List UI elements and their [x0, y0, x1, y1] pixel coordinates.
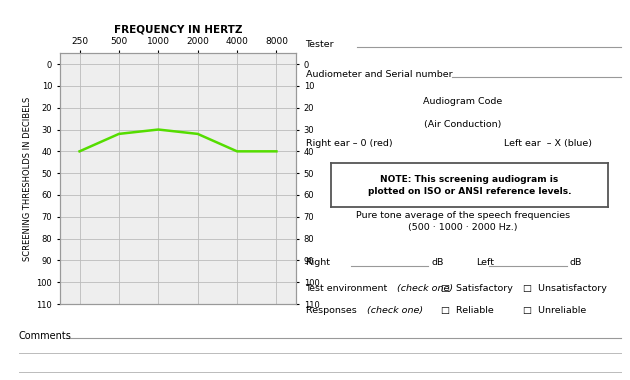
Text: (check one): (check one)	[397, 284, 453, 293]
Text: Right: Right	[306, 258, 331, 268]
Text: □  Unsatisfactory: □ Unsatisfactory	[523, 284, 607, 293]
Text: Pure tone average of the speech frequencies
(500 · 1000 · 2000 Hz.): Pure tone average of the speech frequenc…	[356, 211, 570, 232]
Text: Right ear – 0 (red): Right ear – 0 (red)	[306, 139, 392, 148]
Text: Audiogram Code: Audiogram Code	[423, 97, 503, 106]
Text: Left ear  – X (blue): Left ear – X (blue)	[504, 139, 592, 148]
Text: Responses: Responses	[306, 306, 359, 315]
Text: Comments: Comments	[19, 331, 72, 341]
Text: Tester: Tester	[306, 40, 334, 49]
Y-axis label: SCREENING THRESHOLDS IN DECIBELS: SCREENING THRESHOLDS IN DECIBELS	[23, 97, 32, 261]
Text: □  Unreliable: □ Unreliable	[523, 306, 586, 315]
Text: Test environment: Test environment	[306, 284, 391, 293]
Text: (check one): (check one)	[367, 306, 423, 315]
Text: Audiometer and Serial number: Audiometer and Serial number	[306, 70, 452, 79]
Text: (Air Conduction): (Air Conduction)	[425, 120, 501, 130]
Text: □  Satisfactory: □ Satisfactory	[441, 284, 513, 293]
Text: Left: Left	[476, 258, 494, 268]
Text: dB: dB	[570, 258, 582, 268]
Text: □  Reliable: □ Reliable	[441, 306, 494, 315]
Text: dB: dB	[432, 258, 444, 268]
X-axis label: FREQUENCY IN HERTZ: FREQUENCY IN HERTZ	[114, 24, 242, 35]
Text: NOTE: This screening audiogram is
plotted on ISO or ANSI reference levels.: NOTE: This screening audiogram is plotte…	[367, 174, 571, 196]
